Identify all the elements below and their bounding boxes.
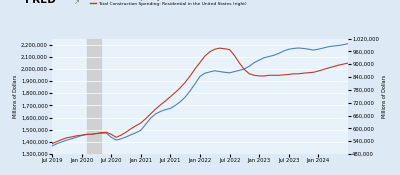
Text: FRED: FRED: [25, 0, 56, 5]
Text: ↗: ↗: [74, 0, 80, 5]
Y-axis label: Millions of Dollars: Millions of Dollars: [382, 75, 387, 118]
Y-axis label: Millions of Dollars: Millions of Dollars: [13, 75, 18, 118]
Bar: [86, 38, 101, 154]
Legend: Total Construction Spending: Total Construction in the United States (left), Tot: Total Construction Spending: Total Const…: [90, 0, 258, 6]
